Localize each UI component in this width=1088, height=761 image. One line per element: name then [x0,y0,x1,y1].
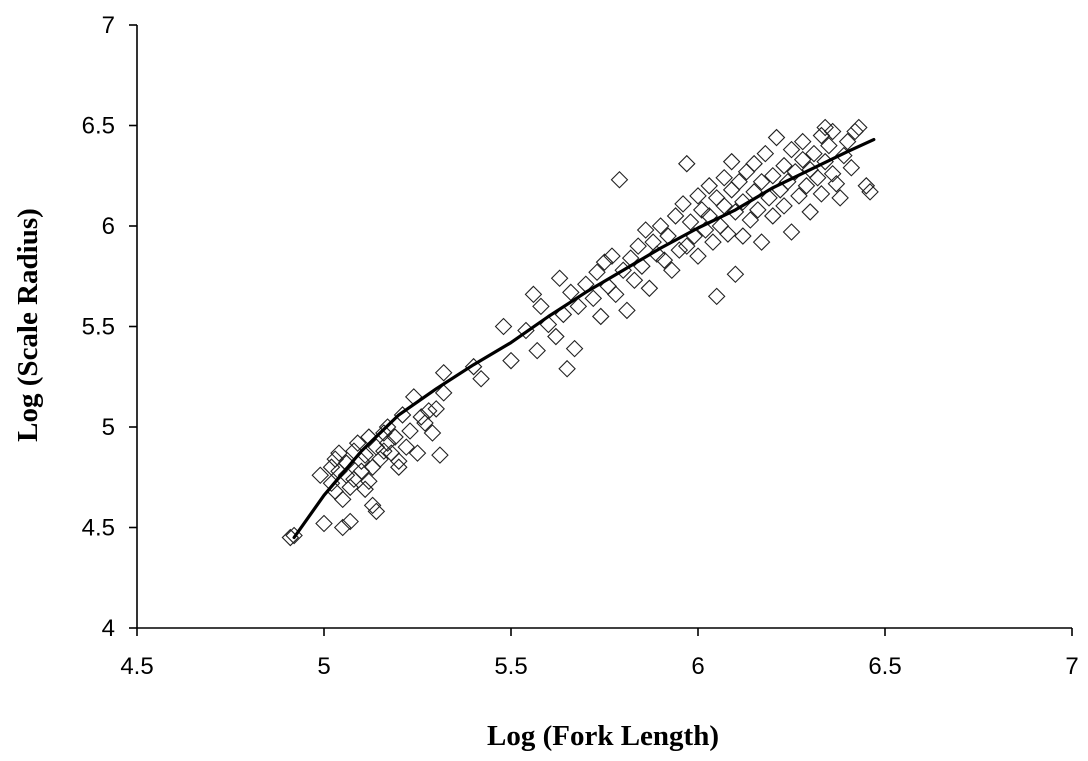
data-point [671,242,687,258]
data-point [813,186,829,202]
x-tick-label: 6 [691,653,704,680]
data-point [742,212,758,228]
data-point [432,447,448,463]
data-point [391,459,407,475]
data-point [832,190,848,206]
data-point [817,120,833,136]
data-point [503,353,519,369]
data-point [720,226,736,242]
data-point [791,188,807,204]
data-point [559,361,575,377]
data-point [724,154,740,170]
data-point [552,270,568,286]
data-point [825,124,841,140]
data-point [690,248,706,264]
data-point [391,453,407,469]
data-point [653,218,669,234]
data-point [739,164,755,180]
data-point [327,483,343,499]
data-point [765,168,781,184]
data-point [567,341,583,357]
x-tick-label: 5.5 [494,653,527,680]
x-tick-label: 4.5 [120,653,153,680]
data-point [402,423,418,439]
data-point [626,272,642,288]
data-point [769,130,785,146]
data-point [840,134,856,150]
x-tick-label: 5 [317,653,330,680]
trend-line [294,140,874,538]
data-point [608,286,624,302]
data-point [436,365,452,381]
data-point [353,463,369,479]
data-point [802,204,818,220]
data-point [690,188,706,204]
x-axis-ticks: 4.5 5 5.5 6 6.5 7 [120,628,1078,680]
y-tick-label: 4.5 [82,515,115,542]
data-point [746,156,762,172]
data-point [357,481,373,497]
data-point [376,443,392,459]
data-point [784,224,800,240]
data-point [754,174,770,190]
data-point [619,302,635,318]
data-point [727,266,743,282]
y-axis-title: Log (Scale Radius) [12,208,44,442]
data-point [316,515,332,531]
y-tick-label: 7 [102,12,115,39]
data-point [641,280,657,296]
data-point [428,401,444,417]
data-point [611,172,627,188]
y-tick-label: 6.5 [82,113,115,140]
data-point [424,425,440,441]
data-point [765,208,781,224]
data-point [754,234,770,250]
data-point [589,264,605,280]
x-tick-label: 6.5 [868,653,901,680]
data-point [410,445,426,461]
data-points [282,120,878,546]
data-point [750,202,766,218]
data-point [731,174,747,190]
data-point [735,228,751,244]
data-point [776,158,792,174]
data-point [529,343,545,359]
y-tick-label: 4 [102,615,115,642]
data-point [398,439,414,455]
data-point [813,128,829,144]
data-point [757,146,773,162]
y-tick-label: 6 [102,213,115,240]
y-axis-ticks: 4 4.5 5 5.5 6 6.5 7 [82,12,137,642]
data-point [346,471,362,487]
data-point [361,473,377,489]
data-point [679,238,695,254]
data-point [679,156,695,172]
data-point [709,288,725,304]
data-point [496,319,512,335]
y-tick-label: 5 [102,414,115,441]
data-point [593,308,609,324]
data-point [821,138,837,154]
y-tick-label: 5.5 [82,314,115,341]
data-point [664,262,680,278]
x-axis-title: Log (Fork Length) [487,720,719,752]
data-point [776,198,792,214]
x-tick-label: 7 [1065,653,1078,680]
